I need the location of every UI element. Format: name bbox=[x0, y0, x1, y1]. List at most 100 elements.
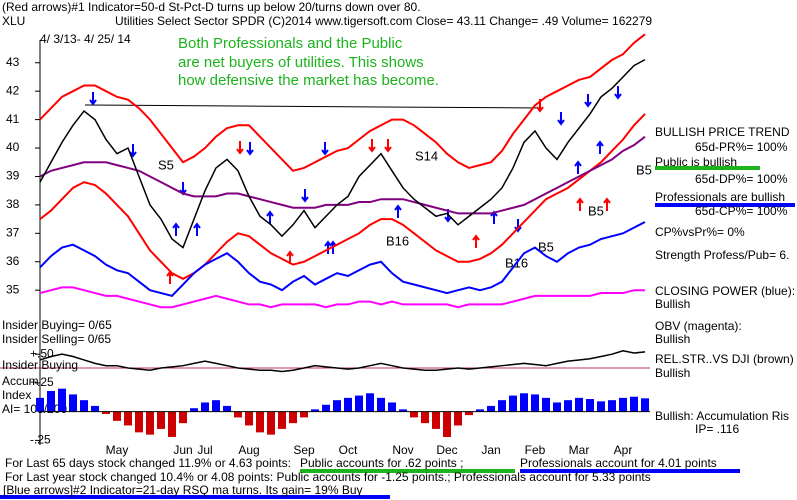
footer: For Last 65 days stock changed 11.9% or … bbox=[5, 456, 291, 470]
accum-bar bbox=[113, 411, 121, 421]
insider-label: Insider Buying= 0/65 bbox=[2, 318, 112, 332]
signal-arrow bbox=[596, 140, 604, 154]
panel-label: Accum bbox=[2, 374, 39, 388]
accum-bar bbox=[432, 411, 440, 429]
signal-arrow bbox=[266, 210, 274, 224]
footer: [Blue arrows]#2 Indicator=21-day RSQ ma … bbox=[3, 483, 363, 497]
accum-bar bbox=[58, 388, 66, 412]
y-tick-label: +.50 bbox=[30, 346, 54, 360]
side-label: Strength Profess/Pub= 6. bbox=[655, 248, 789, 262]
accum-bar bbox=[190, 408, 198, 412]
y-tick-label: +.25 bbox=[30, 375, 54, 389]
panel-label: AI= 108/200 bbox=[2, 402, 67, 416]
signal-arrow bbox=[614, 86, 622, 100]
signal-arrow bbox=[246, 142, 254, 156]
y-tick-label: 35 bbox=[6, 282, 20, 296]
accum-bar bbox=[36, 397, 44, 412]
insider-label: Insider Selling= 0/65 bbox=[2, 332, 111, 346]
signal-arrow bbox=[368, 139, 376, 153]
accum-bar bbox=[179, 411, 187, 424]
accum-bar bbox=[201, 402, 209, 412]
annotation: how defensive the market has become. bbox=[178, 72, 439, 89]
accum-bar bbox=[91, 405, 99, 412]
footer: For Last year stock changed 10.4% or 4.0… bbox=[5, 470, 651, 484]
panel-label: Index bbox=[2, 388, 31, 402]
annotation: Both Professionals and the Public bbox=[178, 35, 403, 52]
side-label: Public is bullish bbox=[655, 155, 737, 169]
x-tick-label: Mar bbox=[569, 443, 590, 457]
signal-arrow bbox=[129, 144, 137, 158]
accum-bar bbox=[410, 411, 418, 418]
side-label: OBV (magenta): bbox=[655, 319, 742, 333]
accum-bar bbox=[542, 397, 550, 412]
x-tick-label: Apr bbox=[614, 443, 633, 457]
series-line bbox=[39, 349, 646, 373]
side-label: CLOSING POWER (blue): bbox=[655, 284, 795, 298]
accum-bar bbox=[256, 411, 264, 433]
accum-bar bbox=[289, 411, 297, 424]
signal-arrow bbox=[301, 189, 309, 203]
accum-bar bbox=[135, 411, 143, 433]
x-tick-label: Sep bbox=[293, 443, 315, 457]
accum-bar bbox=[69, 394, 77, 412]
accum-bar bbox=[575, 397, 583, 412]
side-label: REL.STR..VS DJI (brown) bbox=[655, 352, 794, 366]
accum-bar bbox=[619, 397, 627, 412]
accum-bar bbox=[498, 400, 506, 412]
series-line bbox=[39, 286, 645, 309]
accum-bar bbox=[212, 400, 220, 412]
accum-bar bbox=[124, 411, 132, 426]
side-label: 65d-PR%= 100% bbox=[695, 140, 788, 154]
accum-bar bbox=[157, 411, 165, 429]
accum-bar bbox=[47, 390, 55, 412]
accum-bar bbox=[476, 409, 484, 412]
y-tick-label: 38 bbox=[6, 197, 20, 211]
side-label: Bullish: Accumulation Ris bbox=[655, 409, 789, 423]
side-label: 65d-CP%= 100% bbox=[695, 204, 788, 218]
x-tick-label: Jan bbox=[481, 443, 500, 457]
side-label: Bullish bbox=[655, 332, 690, 346]
signal-arrow bbox=[384, 139, 392, 153]
accum-bar bbox=[267, 411, 275, 435]
signal-arrow bbox=[394, 204, 402, 218]
annotation: are net buyers of utilities. This shows bbox=[178, 54, 424, 71]
accum-bar bbox=[333, 400, 341, 412]
accum-bar bbox=[102, 411, 110, 414]
insider-label: Insider Buying bbox=[2, 358, 78, 372]
signal-label: B16 bbox=[386, 233, 409, 248]
signal-arrow bbox=[576, 197, 584, 211]
y-tick-label: -.25 bbox=[30, 433, 51, 447]
signal-label: S5 bbox=[158, 157, 174, 172]
side-label: Bullish bbox=[655, 366, 690, 380]
accum-bar bbox=[399, 409, 407, 412]
accum-bar bbox=[322, 404, 330, 412]
x-tick-label: May bbox=[106, 443, 129, 457]
signal-arrow bbox=[603, 197, 611, 211]
y-tick-label: 41 bbox=[6, 112, 20, 126]
signal-arrow bbox=[172, 222, 180, 236]
accum-bar bbox=[234, 411, 242, 418]
accum-bar bbox=[355, 395, 363, 412]
signal-arrow bbox=[574, 160, 582, 174]
y-tick-label: 40 bbox=[6, 140, 20, 154]
signal-arrow bbox=[321, 142, 329, 156]
signal-arrow bbox=[557, 112, 565, 126]
series-line bbox=[39, 221, 646, 297]
title: Utilities Select Sector SPDR (C)2014 www… bbox=[115, 14, 652, 28]
side-label: 65d-DP%= 100% bbox=[695, 172, 788, 186]
x-tick-label: Feb bbox=[525, 443, 546, 457]
accum-bar bbox=[300, 411, 308, 418]
y-tick-label: 37 bbox=[6, 226, 20, 240]
accum-bar bbox=[630, 396, 638, 412]
accum-bar bbox=[454, 411, 462, 426]
signal-arrow bbox=[584, 94, 592, 108]
accum-bar bbox=[608, 400, 616, 412]
y-tick-label: 42 bbox=[6, 83, 20, 97]
series-line bbox=[39, 33, 646, 172]
x-tick-label: Dec bbox=[436, 443, 457, 457]
accum-bar bbox=[278, 411, 286, 429]
accum-bar bbox=[146, 411, 154, 435]
series-line bbox=[39, 113, 646, 280]
side-label: CP%vsPr%= 0% bbox=[655, 225, 745, 239]
